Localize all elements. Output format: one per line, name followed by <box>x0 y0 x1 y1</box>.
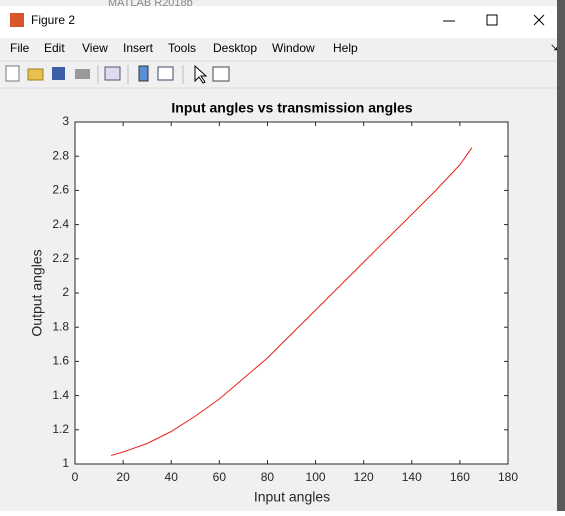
x-tick-label: 120 <box>354 470 374 484</box>
toolbar <box>5 64 230 84</box>
x-tick-label: 0 <box>72 470 79 484</box>
axes-box <box>74 121 509 465</box>
chart-title: Input angles vs transmission angles <box>171 100 412 116</box>
desktop-strip <box>557 0 565 511</box>
menu-item[interactable]: File <box>10 41 30 55</box>
x-tick-label: 180 <box>498 470 518 484</box>
colorbar-icon[interactable] <box>138 65 149 82</box>
x-tick-label: 60 <box>213 470 227 484</box>
title-bar <box>0 6 557 38</box>
link-icon[interactable] <box>104 66 121 81</box>
x-tick-label: 20 <box>116 470 130 484</box>
y-tick-label: 1.6 <box>52 354 69 368</box>
dock-arrow[interactable]: ↘ <box>550 43 558 54</box>
x-tick-label: 140 <box>402 470 422 484</box>
y-tick-label: 1.4 <box>52 388 69 402</box>
save-icon[interactable] <box>52 67 65 80</box>
menu-item[interactable]: View <box>82 41 108 55</box>
plot-browser-icon[interactable] <box>212 66 230 82</box>
y-tick-label: 2.6 <box>52 183 69 197</box>
x-tick-label: 80 <box>261 470 275 484</box>
y-tick-label: 1.8 <box>52 319 69 333</box>
y-axis-label: Output angles <box>29 249 45 336</box>
menu-item[interactable]: Help <box>333 41 358 55</box>
window-title: Figure 2 <box>31 13 75 27</box>
y-tick-label: 3 <box>62 114 69 128</box>
pointer-icon[interactable] <box>194 64 208 84</box>
app-icon <box>10 13 24 27</box>
y-tick-label: 2.4 <box>52 217 69 231</box>
x-tick-label: 100 <box>306 470 326 484</box>
menu-item[interactable]: Window <box>272 41 315 55</box>
menu-item[interactable]: Edit <box>44 41 65 55</box>
close-button[interactable] <box>533 14 545 26</box>
menu-item[interactable]: Tools <box>168 41 196 55</box>
x-axis-label: Input angles <box>254 489 330 505</box>
y-tick-label: 2.8 <box>52 148 69 162</box>
maximize-button[interactable] <box>486 14 498 26</box>
menu-item[interactable]: Insert <box>123 41 154 55</box>
y-tick-label: 1.2 <box>52 422 69 436</box>
y-tick-label: 2.2 <box>52 251 69 265</box>
background-window-title: MATLAB R2018b <box>108 0 193 9</box>
x-tick-label: 160 <box>450 470 470 484</box>
menu-item[interactable]: Desktop <box>213 41 257 55</box>
data-line <box>110 147 473 456</box>
print-icon[interactable] <box>75 69 90 79</box>
legend-icon[interactable] <box>157 66 174 81</box>
open-icon[interactable] <box>27 68 44 81</box>
y-tick-label: 2 <box>62 285 69 299</box>
y-tick-label: 1 <box>62 456 69 470</box>
menu-bar: File Edit View Insert Tools Desktop Window Help <box>10 41 358 55</box>
x-tick-label: 40 <box>165 470 179 484</box>
new-icon[interactable] <box>5 65 20 82</box>
